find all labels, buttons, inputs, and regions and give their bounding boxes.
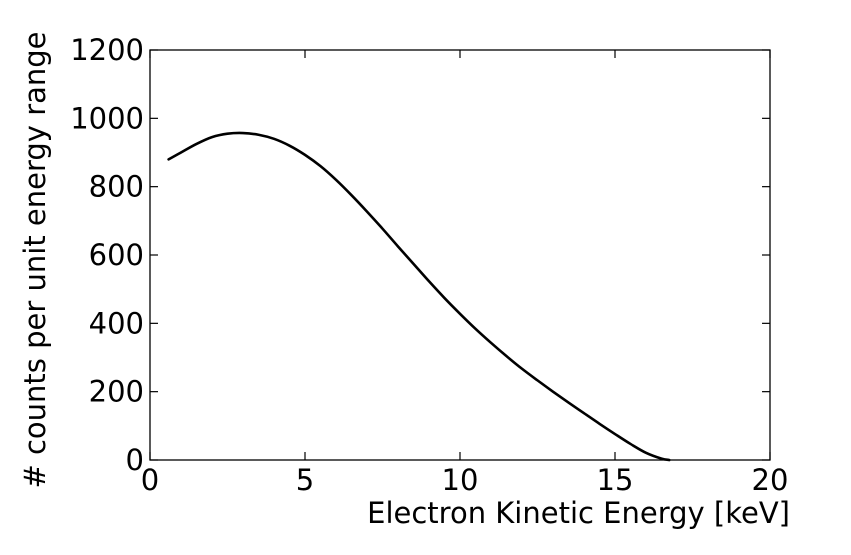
y-tick-label: 400: [89, 306, 144, 340]
x-tick-label: 20: [752, 463, 789, 497]
x-tick-label: 5: [296, 463, 314, 497]
series-line-0: [167, 131, 671, 462]
plot-frame: [149, 49, 771, 461]
y-tick-label: 0: [126, 443, 144, 477]
y-tick-label: 600: [89, 238, 144, 272]
x-tick-label: 15: [597, 463, 634, 497]
x-tick-label: 0: [141, 463, 159, 497]
y-axis-label: # counts per unit energy range: [18, 31, 52, 488]
y-tick-label: 200: [89, 375, 144, 409]
x-tick-label: 10: [442, 463, 479, 497]
y-tick-label: 800: [89, 170, 144, 204]
x-axis-label: Electron Kinetic Energy [keV]: [367, 496, 790, 530]
y-tick-label: 1200: [70, 33, 144, 67]
y-tick-label: 1000: [70, 101, 144, 135]
